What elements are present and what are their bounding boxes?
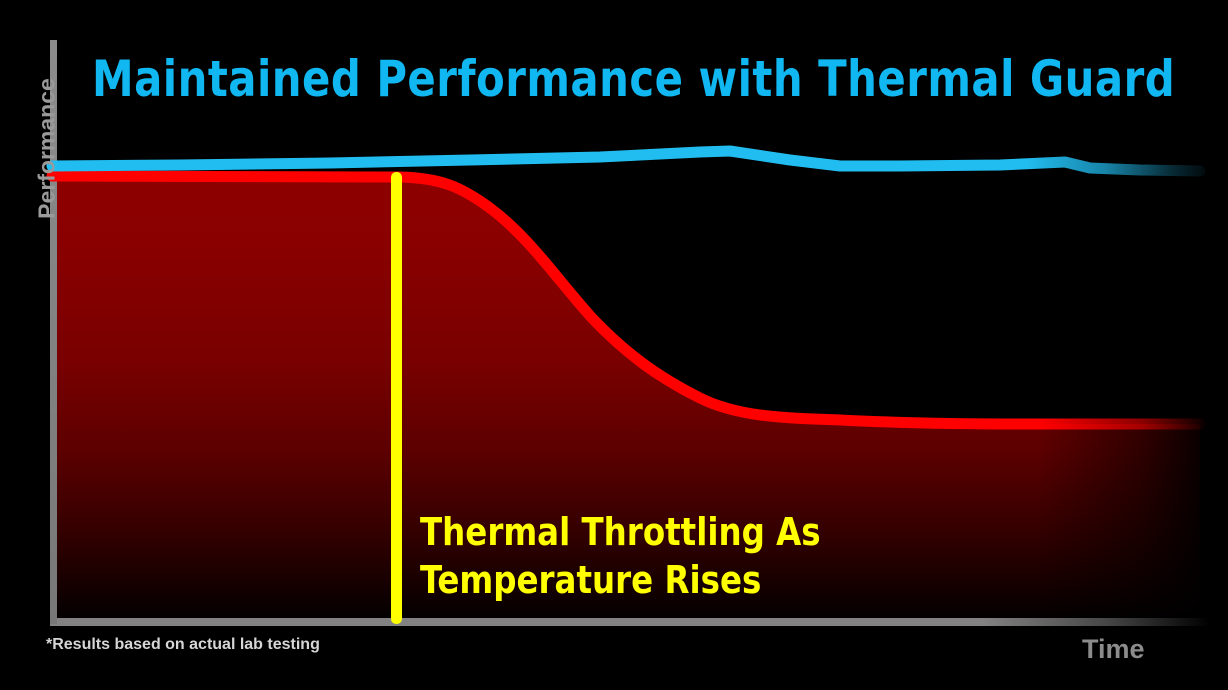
x-axis-line [50,618,1228,626]
throttle-marker-line [391,172,402,624]
throttled-area-fill [52,176,1200,624]
x-axis-label: Time [1082,634,1145,664]
footnote: *Results based on actual lab testing [46,636,320,653]
y-axis-label: Performance [33,78,60,219]
throttle-annotation: Thermal Throttling As Temperature Rises [420,508,821,604]
y-axis-line [50,40,57,624]
throttle-annotation-line-1: Thermal Throttling As [420,510,821,554]
throttled-performance-line [46,170,1206,430]
throttle-annotation-line-2: Temperature Rises [420,558,762,602]
thermal-guard-performance-line [46,145,1206,177]
chart-title: Maintained Performance with Thermal Guar… [92,50,1176,108]
